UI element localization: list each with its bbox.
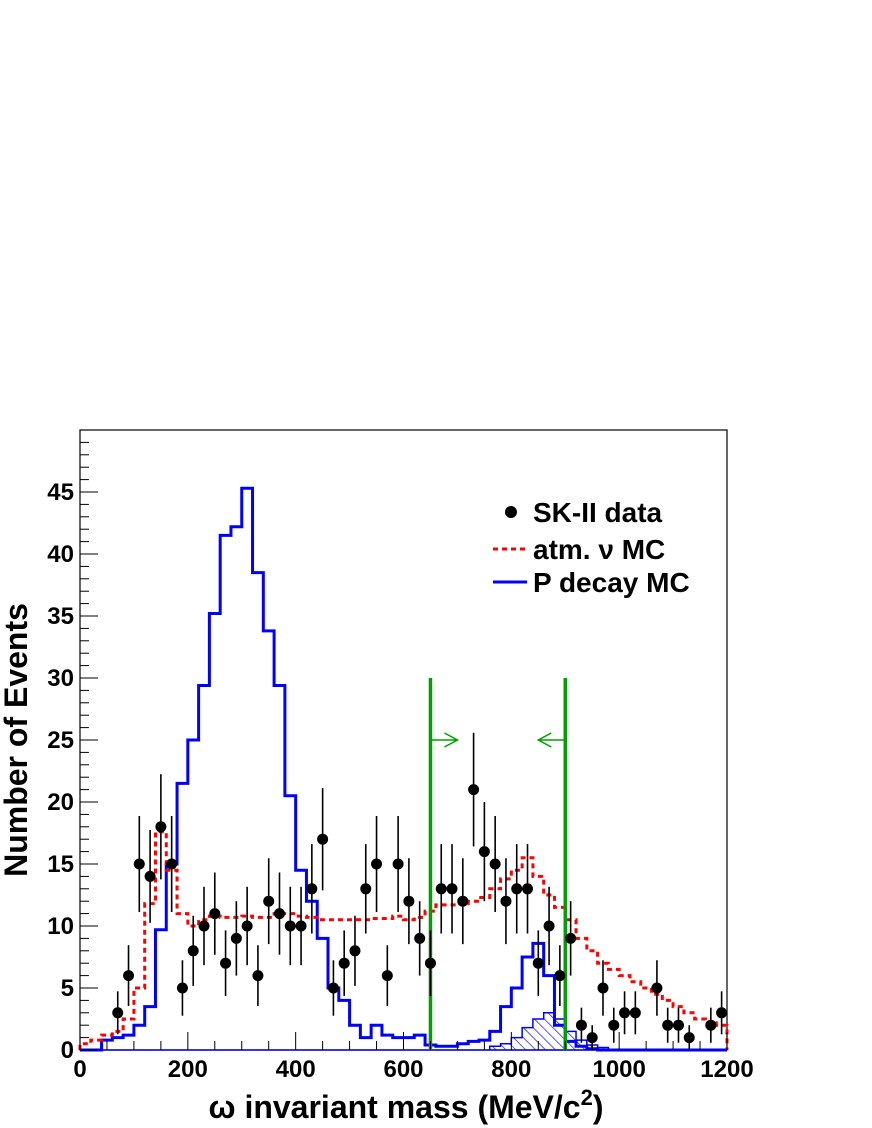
data-point — [273, 908, 285, 920]
data-point — [176, 982, 188, 994]
data-point — [489, 858, 501, 870]
data-point — [446, 883, 458, 895]
y-tick-label: 10 — [47, 913, 74, 940]
x-tick-label: 1200 — [700, 1056, 753, 1083]
x-tick-label: 600 — [383, 1056, 423, 1083]
y-tick-label: 30 — [47, 665, 74, 692]
series-atm-mc — [78, 830, 729, 1050]
data-point — [662, 1019, 674, 1031]
data-point — [371, 858, 383, 870]
data-point — [435, 883, 447, 895]
data-point — [543, 920, 555, 932]
legend-marker-sk-ii-data — [505, 506, 517, 518]
y-tick-label: 25 — [47, 727, 74, 754]
data-point — [651, 982, 663, 994]
data-point — [338, 957, 350, 969]
data-point — [133, 858, 145, 870]
data-point — [672, 1019, 684, 1031]
x-axis-title-close: ) — [593, 1089, 604, 1125]
data-point — [381, 970, 393, 982]
data-point — [478, 846, 490, 858]
y-tick-label: 45 — [47, 479, 74, 506]
data-point — [511, 883, 523, 895]
data-point — [166, 858, 178, 870]
legend-label-sk-ii-data: SK-II data — [533, 497, 663, 528]
data-point — [532, 957, 544, 969]
data-point — [360, 883, 372, 895]
data-point — [683, 1032, 695, 1044]
data-point — [403, 895, 415, 907]
data-point — [252, 970, 264, 982]
y-tick-label: 40 — [47, 541, 74, 568]
y-tick-label: 15 — [47, 851, 74, 878]
data-point — [457, 895, 469, 907]
data-point — [187, 945, 199, 957]
data-point — [112, 1007, 124, 1019]
data-point — [424, 957, 436, 969]
data-point — [295, 920, 307, 932]
data-point — [209, 908, 221, 920]
data-point — [716, 1007, 728, 1019]
data-point — [306, 883, 318, 895]
y-tick-label: 20 — [47, 789, 74, 816]
data-point — [597, 982, 609, 994]
data-point — [392, 858, 404, 870]
data-point — [565, 932, 577, 944]
data-point — [349, 945, 361, 957]
data-point — [619, 1007, 631, 1019]
data-point — [198, 920, 210, 932]
data-point — [586, 1032, 598, 1044]
data-point — [705, 1019, 717, 1031]
y-tick-label: 0 — [61, 1037, 74, 1064]
y-tick-label: 35 — [47, 603, 74, 630]
legend-label-atm-mc: atm. ν MC — [533, 534, 665, 565]
upper-cut-arrow — [536, 732, 566, 748]
data-point — [123, 970, 135, 982]
data-point — [554, 970, 566, 982]
data-point — [230, 932, 242, 944]
y-axis-title: Number of Events — [0, 603, 34, 877]
y-tick-label: 5 — [61, 975, 74, 1002]
data-point — [144, 870, 156, 882]
data-point — [414, 932, 426, 944]
data-point — [608, 1019, 620, 1031]
data-point — [629, 1007, 641, 1019]
legend-label-p-decay-mc: P decay MC — [533, 567, 690, 598]
data-point — [327, 982, 339, 994]
data-point — [155, 821, 167, 833]
lower-cut-arrow — [430, 732, 460, 748]
data-point — [575, 1019, 587, 1031]
data-point — [263, 895, 275, 907]
data-point — [241, 920, 253, 932]
data-point — [284, 920, 296, 932]
data-point — [317, 833, 329, 845]
x-tick-label: 200 — [168, 1056, 208, 1083]
x-tick-label: 800 — [491, 1056, 531, 1083]
data-point — [468, 784, 480, 796]
x-axis-title-superscript: 2 — [581, 1085, 593, 1110]
x-axis-title-main: ω invariant mass (MeV/c — [209, 1089, 581, 1125]
data-point — [522, 883, 534, 895]
data-point — [500, 895, 512, 907]
x-axis-title: ω invariant mass (MeV/c2) — [209, 1085, 604, 1125]
data-point — [220, 957, 232, 969]
x-tick-label: 1000 — [592, 1056, 645, 1083]
x-tick-label: 400 — [276, 1056, 316, 1083]
x-tick-label: 0 — [73, 1056, 86, 1083]
